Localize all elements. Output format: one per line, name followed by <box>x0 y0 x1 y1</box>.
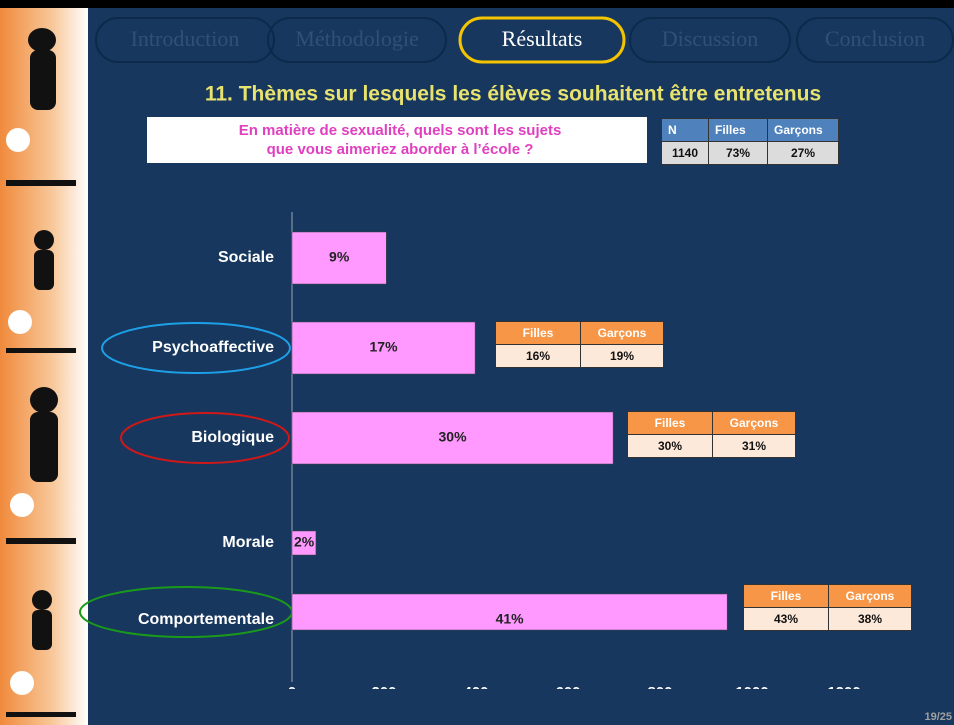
cell: 31% <box>712 434 796 458</box>
table: Filles Garçons 30% 31% <box>627 411 796 458</box>
bar <box>291 411 614 465</box>
cell: 30% <box>627 434 713 458</box>
header-cell: Filles <box>495 321 581 345</box>
decor-figures <box>6 28 76 717</box>
page-number: 19/25 <box>924 711 952 723</box>
header-cell: Garçons <box>580 321 664 345</box>
cell: 16% <box>495 344 581 368</box>
bar-label: 17% <box>370 339 399 355</box>
bar <box>291 231 387 285</box>
x-tick-label: 400 <box>463 684 488 701</box>
category-label: Sociale <box>218 249 274 266</box>
nav-button <box>629 17 791 63</box>
header-cell: Filles <box>708 118 768 142</box>
table-row: 43% 38% <box>743 607 912 631</box>
header-cell: Garçons <box>712 411 796 435</box>
nav-label[interactable]: Conclusion <box>825 26 925 51</box>
question-line: que vous aimeriez aborder à l’école ? <box>267 141 534 158</box>
category-label: Biologique <box>191 429 274 446</box>
cell: 1140 <box>661 141 709 165</box>
bar <box>291 530 317 556</box>
nav-label[interactable]: Méthodologie <box>295 26 418 51</box>
table-row: 16% 19% <box>495 344 664 368</box>
nav-label[interactable]: Résultats <box>502 26 583 51</box>
slide-title: 11. Thèmes sur lesquels les élèves souha… <box>205 83 821 106</box>
nav-button <box>95 17 275 63</box>
cell: 27% <box>767 141 839 165</box>
bar-label: 30% <box>439 429 468 445</box>
table: Filles Garçons 43% 38% <box>743 584 912 631</box>
bar-label: 41% <box>496 611 525 627</box>
cell: 73% <box>708 141 768 165</box>
nav-button <box>458 16 626 64</box>
table-row: N Filles Garçons <box>661 118 839 142</box>
x-axis-labels: 0 200 400 600 800 1000 1200 <box>288 684 861 701</box>
x-tick-label: 1000 <box>735 684 768 701</box>
table-row: Filles Garçons <box>627 411 796 435</box>
table-row: Filles Garçons <box>743 584 912 608</box>
cell: 19% <box>580 344 664 368</box>
bar-label: 9% <box>329 249 350 265</box>
nav-label[interactable]: Discussion <box>662 26 759 51</box>
header-cell: N <box>661 118 709 142</box>
question-line: En matière de sexualité, quels sont les … <box>239 122 562 139</box>
nav-label[interactable]: Introduction <box>131 26 240 51</box>
highlight-ellipse <box>101 322 291 374</box>
decor-moons <box>6 128 34 695</box>
cell: 38% <box>828 607 912 631</box>
table-row: 30% 31% <box>627 434 796 458</box>
cell: 43% <box>743 607 829 631</box>
x-tick-label: 200 <box>371 684 396 701</box>
table: Filles Garçons 16% 19% <box>495 321 664 368</box>
nav-button <box>267 17 447 63</box>
bar <box>291 593 728 631</box>
table-row: Filles Garçons <box>495 321 664 345</box>
table: N Filles Garçons 1140 73% 27% <box>661 118 839 165</box>
x-tick-label: 600 <box>555 684 580 701</box>
x-tick-label: 0 <box>288 684 296 701</box>
question-box <box>147 117 647 163</box>
table-row: 1140 73% 27% <box>661 141 839 165</box>
header-cell: Filles <box>743 584 829 608</box>
category-label: Comportementale <box>138 611 274 628</box>
bar-label: 2% <box>294 534 315 550</box>
header-cell: Garçons <box>828 584 912 608</box>
header-cell: Filles <box>627 411 713 435</box>
x-tick-label: 1200 <box>827 684 860 701</box>
nav-button <box>796 17 954 63</box>
x-tick-label: 800 <box>647 684 672 701</box>
top-border <box>0 0 954 8</box>
highlight-ellipse <box>120 412 290 464</box>
bar <box>291 321 476 375</box>
header-cell: Garçons <box>767 118 839 142</box>
category-label: Psychoaffective <box>152 339 274 356</box>
category-label: Morale <box>222 534 274 551</box>
